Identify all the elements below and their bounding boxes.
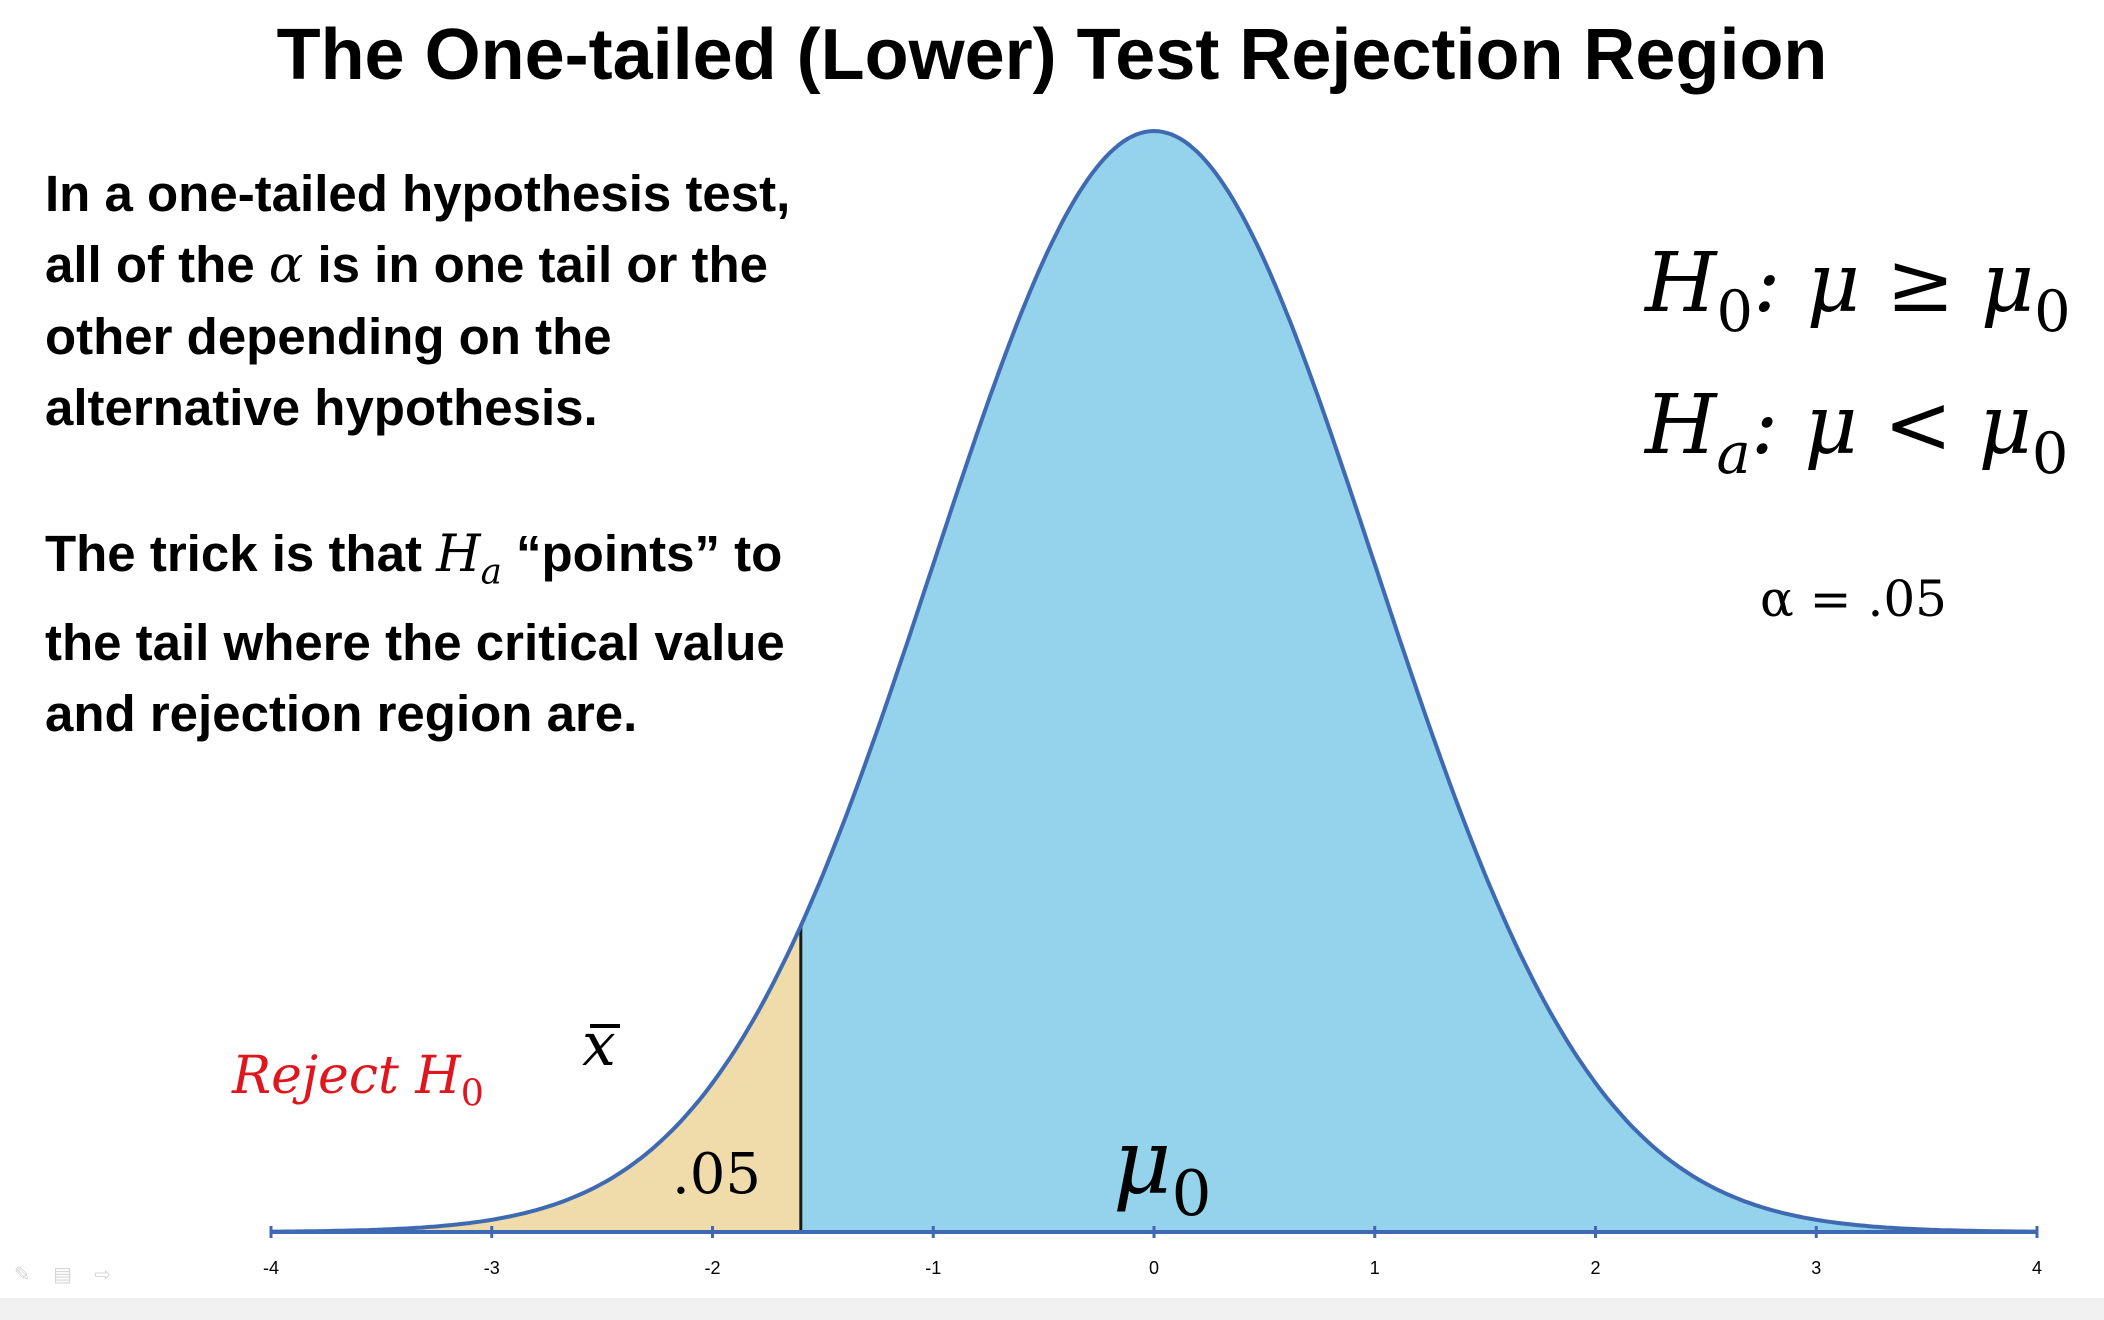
null-hypothesis: H0: μ ≥ μ0: [1645, 236, 2071, 346]
x-tick-label: 2: [1590, 1258, 1600, 1278]
explanation-line: and rejection region are.: [45, 685, 638, 743]
x-tick-label: -2: [704, 1258, 720, 1278]
x-tick-label: -1: [925, 1258, 941, 1278]
ha-symbol: Ha: [436, 525, 502, 593]
normal-curve: [271, 128, 2037, 1234]
alpha-level: α = .05: [1760, 570, 1947, 628]
x-tick-label: 4: [2032, 1258, 2042, 1278]
tail-area-label: .05: [672, 1142, 762, 1207]
explanation-line: In a one-tailed hypothesis test,: [45, 165, 791, 222]
bottom-strip: [0, 1298, 2104, 1320]
x-tick-label: 0: [1149, 1258, 1159, 1278]
reject-h0-label: Reject H0: [232, 1046, 484, 1115]
alpha-symbol: α: [268, 236, 304, 295]
explanation-line: other depending on the: [45, 308, 612, 365]
x-tick-label: 1: [1370, 1258, 1380, 1278]
explanation-line: alternative hypothesis.: [45, 379, 598, 436]
explanation-paragraph-1: In a one-tailed hypothesis test, all of …: [45, 158, 865, 443]
explanation-line: The trick is that Ha “points” to: [45, 525, 783, 593]
alternative-hypothesis: Ha: μ < μ0: [1645, 378, 2069, 488]
rejection-region-area: [271, 925, 801, 1232]
x-tick-label: 3: [1811, 1258, 1821, 1278]
mu0-label: μ0: [1113, 1110, 1212, 1231]
explanation-paragraph-2: The trick is that Ha “points” to the tai…: [45, 518, 865, 749]
page-title: The One-tailed (Lower) Test Rejection Re…: [276, 15, 1828, 95]
x-bar-label: x: [582, 1010, 620, 1080]
x-tick-label: -4: [263, 1258, 279, 1278]
x-tick-label: -3: [484, 1258, 500, 1278]
explanation-line: the tail where the critical value: [45, 614, 785, 672]
explanation-line: all of the α is in one tail or the: [45, 236, 769, 295]
slide-nav-icons[interactable]: ✎ ▤ ⇨: [14, 1262, 120, 1286]
non-rejection-area: [800, 131, 2037, 1232]
x-axis-ticks: -4 -3 -2 -1 0 1 2 3 4: [263, 1226, 2042, 1278]
